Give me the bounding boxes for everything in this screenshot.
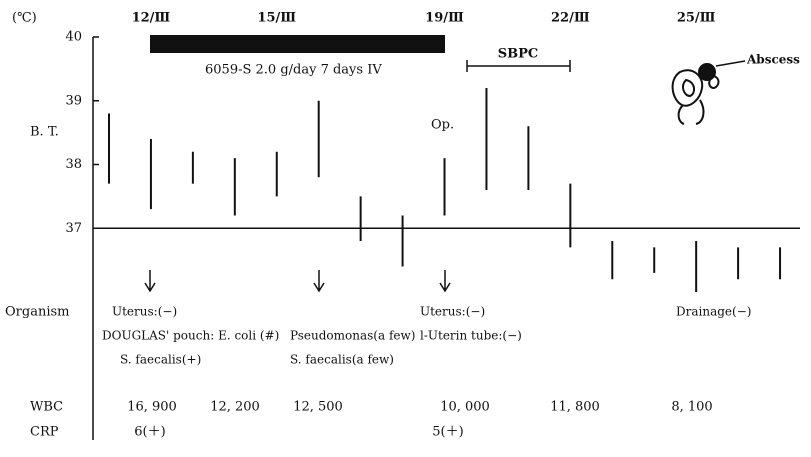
wbc-value: 11, 800 — [550, 400, 600, 415]
x-tick-label: 22/Ⅲ — [551, 11, 590, 26]
sbpc-label: SBPC — [498, 47, 539, 62]
x-tick-label: 19/Ⅲ — [425, 11, 464, 26]
unit-label: (℃) — [12, 11, 37, 26]
row-label: CRP — [30, 425, 59, 440]
abscess-pointer — [715, 60, 746, 67]
y-tick-label: 39 — [65, 93, 82, 108]
crp-value: 5(＋) — [432, 425, 463, 440]
crp-value: 6(＋) — [134, 425, 165, 440]
organism-entry: Uterus:(−) — [420, 305, 485, 319]
x-tick-label: 25/Ⅲ — [677, 11, 716, 26]
wbc-value: 8, 100 — [671, 400, 712, 415]
row-label: WBC — [30, 400, 63, 415]
op-label: Op. — [431, 118, 454, 133]
wbc-value: 16, 900 — [127, 400, 177, 415]
organism-entry: DOUGLAS' pouch: E. coli (#) — [102, 329, 279, 343]
x-tick-label: 15/Ⅲ — [257, 11, 296, 26]
wbc-value: 12, 200 — [210, 400, 260, 415]
abscess-label: Abscess — [746, 53, 800, 67]
y-tick-label: 38 — [65, 157, 82, 172]
sbpc-bracket — [466, 60, 571, 72]
organism-entry: Drainage(−) — [676, 305, 751, 319]
organism-entry: Uterus:(−) — [112, 305, 177, 319]
y-tick-label: 37 — [65, 221, 82, 236]
organism-entry: S. faecalis(a few) — [290, 353, 394, 367]
therapy-bar — [150, 35, 445, 53]
y-axis-label: B. T. — [30, 125, 59, 140]
arrows — [144, 270, 451, 293]
therapy-label: 6059-S 2.0 g/day 7 days IV — [205, 63, 382, 78]
y-tick-label: 40 — [65, 30, 82, 45]
wbc-value: 12, 500 — [293, 400, 343, 415]
organism-entry: l-Uterin tube:(−) — [420, 329, 522, 343]
abscess-icon — [671, 63, 720, 125]
organism-entry: S. faecalis(+) — [120, 353, 201, 367]
wbc-value: 10, 000 — [440, 400, 490, 415]
row-label: Organism — [5, 305, 69, 320]
x-tick-label: 12/Ⅲ — [132, 11, 171, 26]
organism-entry: Pseudomonas(a few) — [290, 329, 415, 343]
